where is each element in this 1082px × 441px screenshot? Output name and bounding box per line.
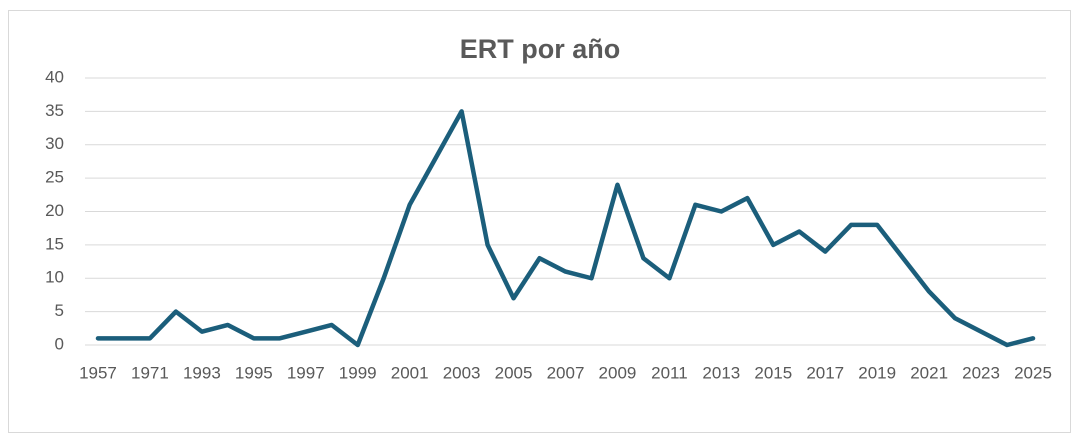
x-tick-label: 2009 bbox=[599, 363, 637, 382]
y-tick-label: 40 bbox=[45, 67, 64, 86]
x-tick-label: 2017 bbox=[806, 363, 844, 382]
y-tick-label: 30 bbox=[45, 134, 64, 153]
x-tick-label: 2015 bbox=[754, 363, 792, 382]
x-tick-label: 2013 bbox=[702, 363, 740, 382]
x-tick-label: 2001 bbox=[391, 363, 429, 382]
chart-border bbox=[8, 10, 1071, 433]
x-tick-label: 1995 bbox=[235, 363, 273, 382]
x-tick-label: 2007 bbox=[547, 363, 585, 382]
x-tick-label: 1999 bbox=[339, 363, 377, 382]
x-tick-label: 2011 bbox=[651, 363, 688, 382]
x-tick-label: 1971 bbox=[131, 363, 169, 382]
y-tick-label: 5 bbox=[55, 301, 64, 320]
y-tick-label: 15 bbox=[45, 234, 64, 253]
y-tick-label: 20 bbox=[45, 201, 64, 220]
y-tick-label: 25 bbox=[45, 168, 64, 187]
x-tick-label: 2025 bbox=[1014, 363, 1052, 382]
x-tick-label: 2003 bbox=[443, 363, 481, 382]
chart-title: ERT por año bbox=[460, 34, 621, 64]
x-tick-label: 2005 bbox=[495, 363, 533, 382]
y-tick-label: 10 bbox=[45, 268, 64, 287]
x-tick-label: 2023 bbox=[962, 363, 1000, 382]
x-tick-label: 1957 bbox=[79, 363, 117, 382]
x-tick-label: 1997 bbox=[287, 363, 325, 382]
data-line bbox=[95, 109, 1036, 348]
y-tick-label: 35 bbox=[45, 101, 64, 120]
x-tick-label: 2021 bbox=[910, 363, 948, 382]
x-tick-label: 1993 bbox=[183, 363, 221, 382]
x-tick-label: 2019 bbox=[858, 363, 896, 382]
y-tick-label: 0 bbox=[55, 334, 64, 353]
